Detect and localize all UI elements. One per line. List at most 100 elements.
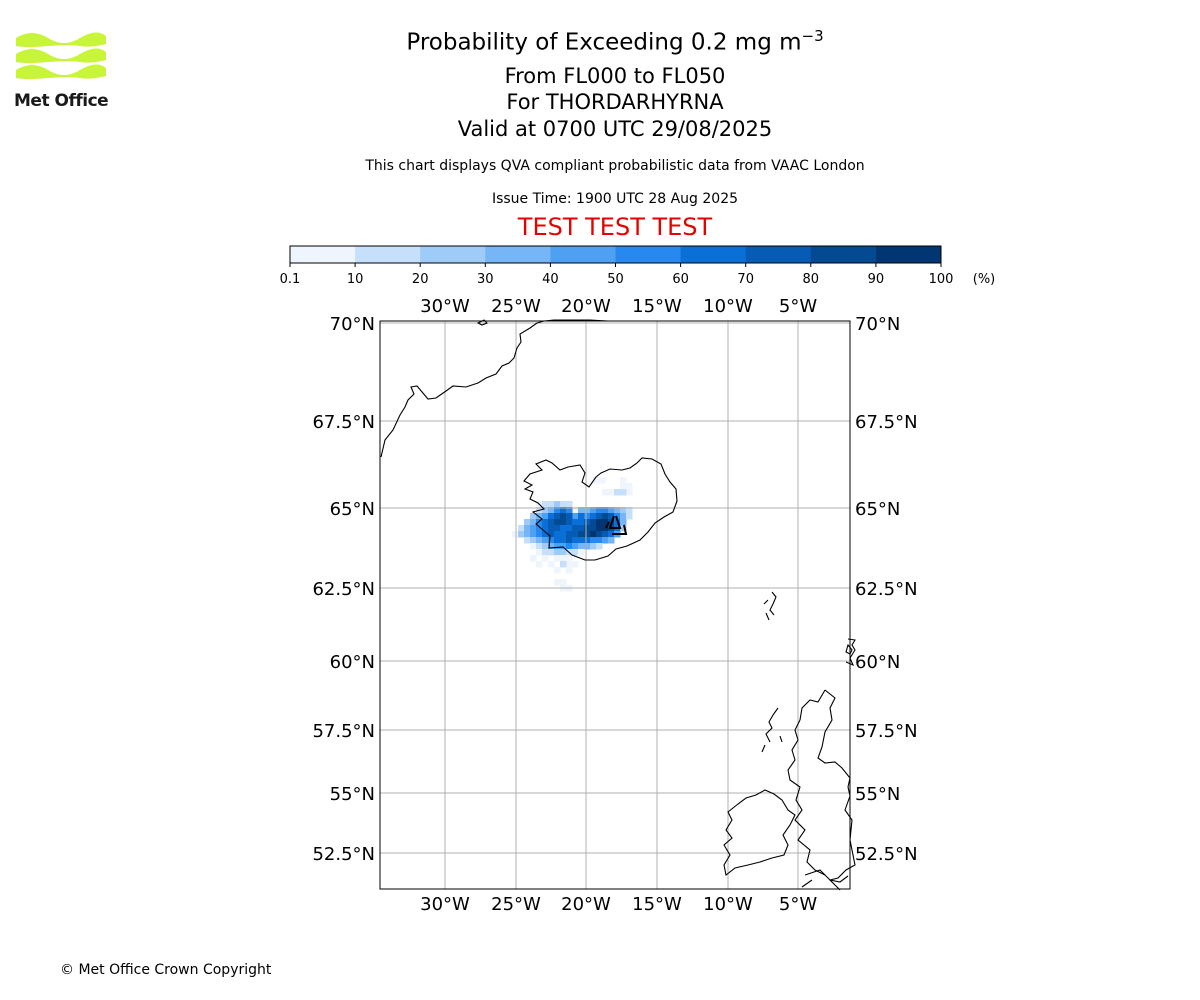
ash-cell [524, 537, 531, 544]
flight-level-line: From FL000 to FL050 [504, 64, 726, 88]
ash-cell [578, 531, 585, 538]
ash-cell [536, 519, 543, 526]
ash-cell [536, 525, 543, 532]
ash-cell [584, 507, 591, 514]
ash-cell [554, 525, 561, 532]
colorbar-tick-label: 0.1 [280, 272, 301, 287]
ash-cell [602, 531, 609, 538]
ash-cell [524, 531, 531, 538]
lat-label-left: 62.5°N [312, 579, 375, 600]
ash-cell [620, 483, 627, 490]
volcano-line: For THORDARHYRNA [506, 90, 724, 114]
ash-cell [602, 507, 609, 514]
colorbar-tick-label: 60 [672, 272, 689, 287]
lat-label-right: 57.5°N [855, 721, 918, 742]
ash-cell [548, 507, 555, 514]
ash-cell [596, 513, 603, 520]
ash-cell [593, 477, 600, 484]
ash-cell [578, 519, 585, 526]
ash-cell [536, 531, 543, 538]
ash-cell [524, 519, 531, 526]
ash-cell [566, 507, 573, 514]
copyright-text: © Met Office Crown Copyright [60, 962, 272, 978]
ash-cell [572, 513, 579, 520]
ash-cell [542, 507, 549, 514]
ash-cell [530, 543, 537, 550]
ash-cell [590, 507, 597, 514]
lat-label-left: 65°N [330, 499, 375, 520]
volcano-marker [605, 515, 628, 535]
ash-cell [548, 519, 555, 526]
ash-cell [572, 525, 579, 532]
colorbar-tick-label: 10 [347, 272, 364, 287]
ash-cell [542, 537, 549, 544]
ash-cell [554, 555, 561, 562]
ash-cell [626, 513, 633, 520]
lat-label-left: 60°N [330, 652, 375, 673]
ash-cell [572, 537, 579, 544]
colorbar-cell [680, 246, 747, 263]
ash-cell [560, 507, 567, 514]
ash-cell [542, 513, 549, 520]
ash-cell [566, 531, 573, 538]
lat-label-right: 52.5°N [855, 844, 918, 865]
ash-cell [560, 513, 567, 520]
lat-label-left: 67.5°N [312, 412, 375, 433]
ash-cell [608, 531, 615, 538]
ash-cell [530, 537, 537, 544]
ash-cell [590, 519, 597, 526]
faroe-islands [763, 591, 777, 621]
ash-cell [572, 549, 579, 556]
lon-label-bottom: 20°W [561, 894, 611, 915]
ash-cell [578, 537, 585, 544]
ash-cell [566, 537, 573, 544]
ash-cell [620, 519, 627, 526]
ash-cell [560, 537, 567, 544]
ash-cell [620, 477, 627, 484]
map-frame [379, 320, 851, 890]
ash-cell [554, 519, 561, 526]
ash-cell [542, 501, 549, 508]
greenland-coast [380, 319, 609, 458]
ash-cell [566, 513, 573, 520]
ash-cell [530, 513, 537, 520]
colorbar-tick-label: 30 [477, 272, 494, 287]
ash-cell [560, 519, 567, 526]
ash-cell [548, 549, 555, 556]
lon-label-bottom: 30°W [420, 894, 470, 915]
ash-cell [572, 543, 579, 550]
ash-cell [590, 531, 597, 538]
ash-cell [554, 537, 561, 544]
lon-label-top: 30°W [420, 296, 470, 317]
ash-cell [566, 501, 573, 508]
lat-label-left: 55°N [330, 784, 375, 805]
colorbar-tick-label: 90 [868, 272, 885, 287]
ash-cell [614, 513, 621, 520]
ash-cell [512, 531, 519, 538]
ash-cell [602, 525, 609, 532]
ash-cell [542, 549, 549, 556]
lat-label-right: 65°N [855, 499, 900, 520]
colorbar-cell [290, 246, 356, 263]
uk-south [801, 869, 849, 888]
ash-cell [560, 579, 567, 586]
ash-cell [590, 543, 597, 550]
ash-cell [596, 543, 603, 550]
ash-cell [599, 477, 606, 484]
lon-label-bottom: 25°W [491, 894, 541, 915]
ash-cell [542, 531, 549, 538]
lon-label-top: 10°W [703, 296, 753, 317]
ash-cell [560, 531, 567, 538]
colorbar-tick-label: 80 [803, 272, 820, 287]
ash-cell [590, 537, 597, 544]
ash-cell [560, 555, 567, 562]
ash-cell [518, 531, 525, 538]
ash-cell [548, 501, 555, 508]
ash-cell [578, 507, 585, 514]
lat-label-left: 57.5°N [312, 721, 375, 742]
colorbar-cell [875, 246, 942, 263]
ash-cell [590, 525, 597, 532]
ash-cell [554, 543, 561, 550]
ash-cell [566, 567, 573, 574]
ash-cell [560, 549, 567, 556]
